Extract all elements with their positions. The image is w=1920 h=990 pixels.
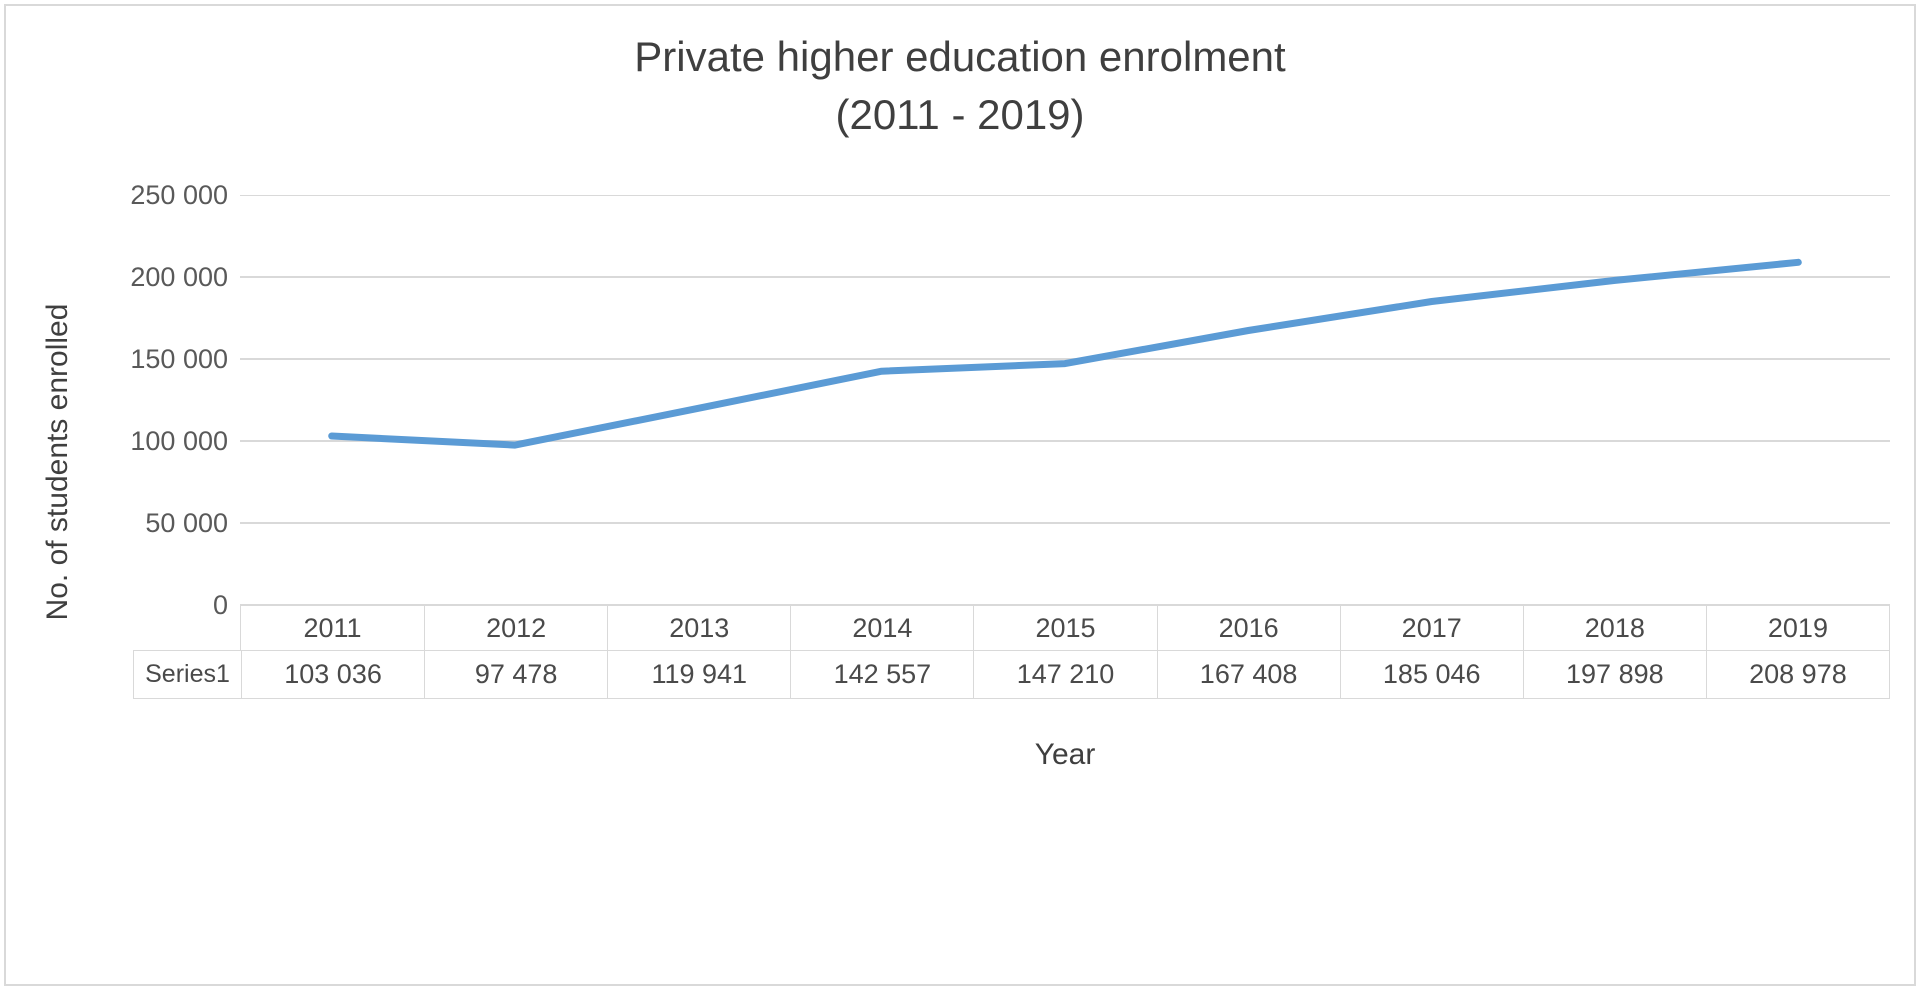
gridlines [240, 195, 1890, 605]
chart-title-line-1: Private higher education enrolment [634, 33, 1286, 80]
year-cell: 2011 [303, 612, 362, 643]
enrolment-line [328, 258, 1802, 449]
y-tick-label: 150 000 [130, 344, 228, 374]
year-cell: 2014 [790, 606, 973, 650]
year-cell: 2019 [1705, 606, 1889, 650]
year-cell: 2015 [973, 606, 1156, 650]
y-tick-label: 200 000 [130, 262, 228, 292]
year-cell: 2017 [1339, 606, 1523, 650]
y-tick-label: 0 [212, 590, 228, 620]
value-cell: 147 210 [973, 651, 1156, 698]
value-cell: 119 941 [607, 651, 790, 698]
x-axis-category-row: 2011 2012 2013 2014 2015 2016 2017 2018 … [240, 605, 1890, 651]
year-cell: 2013 [607, 606, 790, 650]
year-cell: 2018 [1522, 606, 1706, 650]
y-tick-label: 100 000 [130, 426, 228, 456]
value-cell: 142 557 [790, 651, 973, 698]
value-cell: 197 898 [1522, 651, 1706, 698]
value-cell: 167 408 [1156, 651, 1340, 698]
value-cell: 97 478 [424, 651, 607, 698]
data-table-series-row: Series1 103 036 97 478 119 941 142 557 1… [133, 650, 1890, 699]
year-cell: 2012 [424, 606, 607, 650]
plot-area [240, 195, 1890, 605]
chart-title: Private higher education enrolment (2011… [0, 28, 1920, 144]
value-cell: 185 046 [1339, 651, 1523, 698]
x-axis-title: Year [1034, 738, 1096, 771]
chart-title-line-2: (2011 - 2019) [835, 90, 1085, 138]
value-cell: 208 978 [1705, 651, 1889, 698]
series-name-cell: Series1 [145, 660, 230, 688]
y-tick-label: 50 000 [145, 508, 228, 538]
year-cell: 2016 [1156, 606, 1340, 650]
plot-svg [240, 195, 1890, 605]
y-tick-label: 250 000 [130, 180, 228, 210]
value-cell: 103 036 [241, 651, 424, 698]
